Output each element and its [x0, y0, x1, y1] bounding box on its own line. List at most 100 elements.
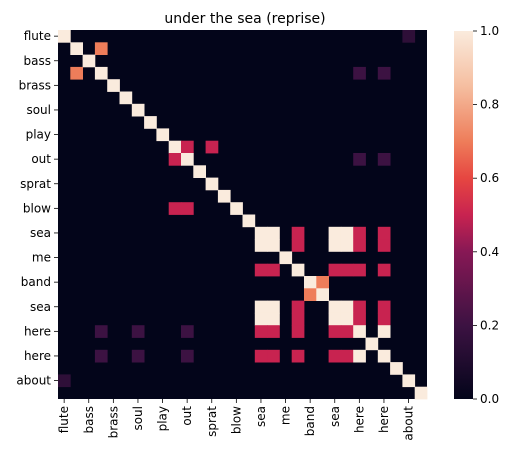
heatmap-cell: [94, 66, 108, 80]
heatmap-cell: [353, 325, 366, 338]
heatmap-cell: [328, 263, 342, 277]
heatmap-cell: [402, 30, 416, 43]
heatmap-cell: [70, 66, 83, 80]
colorbar-tick-label: 0.2: [480, 318, 499, 332]
heatmap-cell: [316, 288, 329, 301]
heatmap-cell: [70, 42, 83, 55]
x-tick-labels: flute bass brass soul play out sprat blow sea me b…: [57, 399, 416, 441]
colorbar: 0.0 0.2 0.4 0.6 0.8 1.0: [454, 24, 499, 406]
x-tick-label: brass: [106, 406, 120, 438]
heatmap-cell: [377, 239, 391, 252]
heatmap-cell: [267, 239, 280, 252]
x-tick-label: here: [352, 406, 366, 433]
x-tick-label: here: [377, 406, 391, 433]
x-tick-label: about: [402, 406, 416, 441]
heatmap-cell: [353, 226, 366, 240]
heatmap-cell: [328, 226, 342, 240]
heatmap-cell: [340, 263, 354, 277]
heatmap-cell: [353, 263, 366, 277]
y-tick-label: sprat: [20, 177, 51, 191]
heatmap-cell: [377, 312, 391, 326]
heatmap-cell: [340, 325, 354, 338]
heatmap-cell: [94, 325, 108, 338]
y-tick-label: flute: [24, 29, 51, 43]
heatmap-cell: [377, 153, 391, 166]
heatmap-cell: [340, 226, 354, 240]
heatmap-cell: [144, 116, 157, 129]
y-tick-label: band: [21, 275, 51, 289]
heatmap-cell: [267, 300, 280, 314]
heatmap-cell: [377, 325, 391, 338]
heatmap-cell: [402, 374, 416, 388]
y-tick-labels: flute bass brass soul play out sprat blow sea me b…: [16, 29, 58, 388]
x-tick-label: flute: [57, 406, 71, 433]
heatmap-cell: [181, 325, 194, 338]
colorbar-tick-label: 0.4: [480, 245, 499, 259]
x-tick-label: play: [156, 406, 170, 431]
heatmap-cell: [254, 226, 268, 240]
heatmap-cell: [316, 276, 329, 289]
heatmap-cell: [119, 91, 133, 105]
heatmap-cell: [390, 362, 403, 375]
heatmap-cell: [254, 312, 268, 326]
heatmap-cell: [217, 189, 231, 203]
heatmap-cell: [267, 325, 280, 338]
heatmap-cell: [267, 226, 280, 240]
heatmap-cell: [291, 239, 305, 252]
x-tick-label: me: [279, 406, 293, 425]
heatmap-cell: [414, 386, 428, 400]
heatmap-cell: [328, 349, 342, 363]
heatmap-cell: [377, 226, 391, 240]
heatmap-cell: [328, 325, 342, 338]
heatmap-cell: [304, 288, 317, 301]
heatmap-cell: [205, 177, 219, 191]
heatmap-cell: [353, 153, 366, 166]
y-tick-label: brass: [19, 78, 51, 92]
heatmap-cell: [267, 312, 280, 326]
x-tick-label: sea: [328, 406, 342, 427]
heatmap-cell: [365, 337, 379, 351]
y-tick-label: blow: [23, 201, 51, 215]
y-tick-label: here: [24, 324, 51, 338]
heatmap-cell: [107, 79, 120, 92]
heatmap-cell: [267, 349, 280, 363]
heatmap-cell: [254, 263, 268, 277]
y-tick-label: sea: [30, 300, 51, 314]
chart-title: under the sea (reprise): [164, 11, 325, 27]
x-tick-label: sea: [254, 406, 268, 427]
heatmap-cell: [377, 263, 391, 277]
colorbar-gradient: [454, 31, 473, 399]
heatmap-cell: [181, 140, 194, 154]
y-tick-label: about: [16, 374, 51, 388]
heatmap-cell: [193, 165, 206, 178]
y-tick-label: here: [24, 349, 51, 363]
y-tick-label: out: [31, 152, 51, 166]
heatmap-cell: [328, 312, 342, 326]
y-tick-label: sea: [30, 226, 51, 240]
heatmap-cell: [131, 325, 145, 338]
heatmap-cell: [254, 325, 268, 338]
heatmap-cell: [58, 374, 71, 388]
heatmap-cell: [377, 66, 391, 80]
heatmap-cell: [340, 312, 354, 326]
heatmap-cell: [131, 103, 145, 117]
heatmap-cell: [156, 128, 170, 142]
heatmap-cell: [340, 349, 354, 363]
heatmap-cell: [291, 263, 305, 277]
heatmap-cell: [254, 300, 268, 314]
heatmap-cell: [328, 300, 342, 314]
x-tick-label: bass: [82, 406, 96, 433]
heatmap-cell: [353, 349, 366, 363]
colorbar-tick-label: 1.0: [480, 24, 499, 38]
heatmap-cell: [291, 226, 305, 240]
heatmap-cell: [131, 349, 145, 363]
heatmap-cell: [291, 349, 305, 363]
heatmap-cell: [230, 202, 243, 215]
heatmap-cell: [82, 54, 96, 68]
heatmap-cell: [353, 66, 366, 80]
heatmap-cell: [291, 300, 305, 314]
y-tick-label: bass: [24, 54, 51, 68]
heatmap-cell: [291, 312, 305, 326]
heatmap-cell: [181, 153, 194, 166]
heatmap-cell: [242, 214, 256, 228]
